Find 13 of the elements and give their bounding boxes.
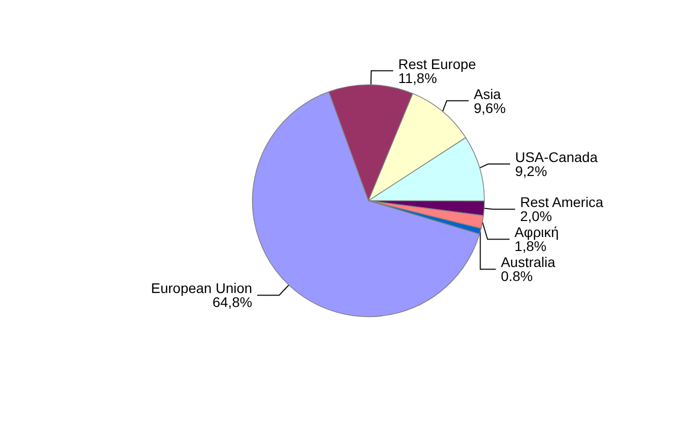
slice-label: USA-Canada	[515, 149, 598, 166]
data-label: 9,2%	[515, 163, 548, 180]
data-label: 11,8%	[398, 70, 437, 86]
data-label: 64,8%	[212, 294, 252, 310]
slice-label: Αφρική	[514, 224, 559, 240]
data-label: 2,0%	[520, 208, 552, 224]
slice-label: Rest America	[520, 194, 604, 210]
data-label: 0.8%	[500, 268, 533, 284]
slice-label: Australia	[500, 254, 556, 270]
slice-label: Asia	[474, 86, 502, 102]
slice-label: Rest Europe	[398, 56, 476, 72]
slice-label: European Union	[151, 280, 252, 296]
data-label: 9,6%	[474, 100, 506, 116]
